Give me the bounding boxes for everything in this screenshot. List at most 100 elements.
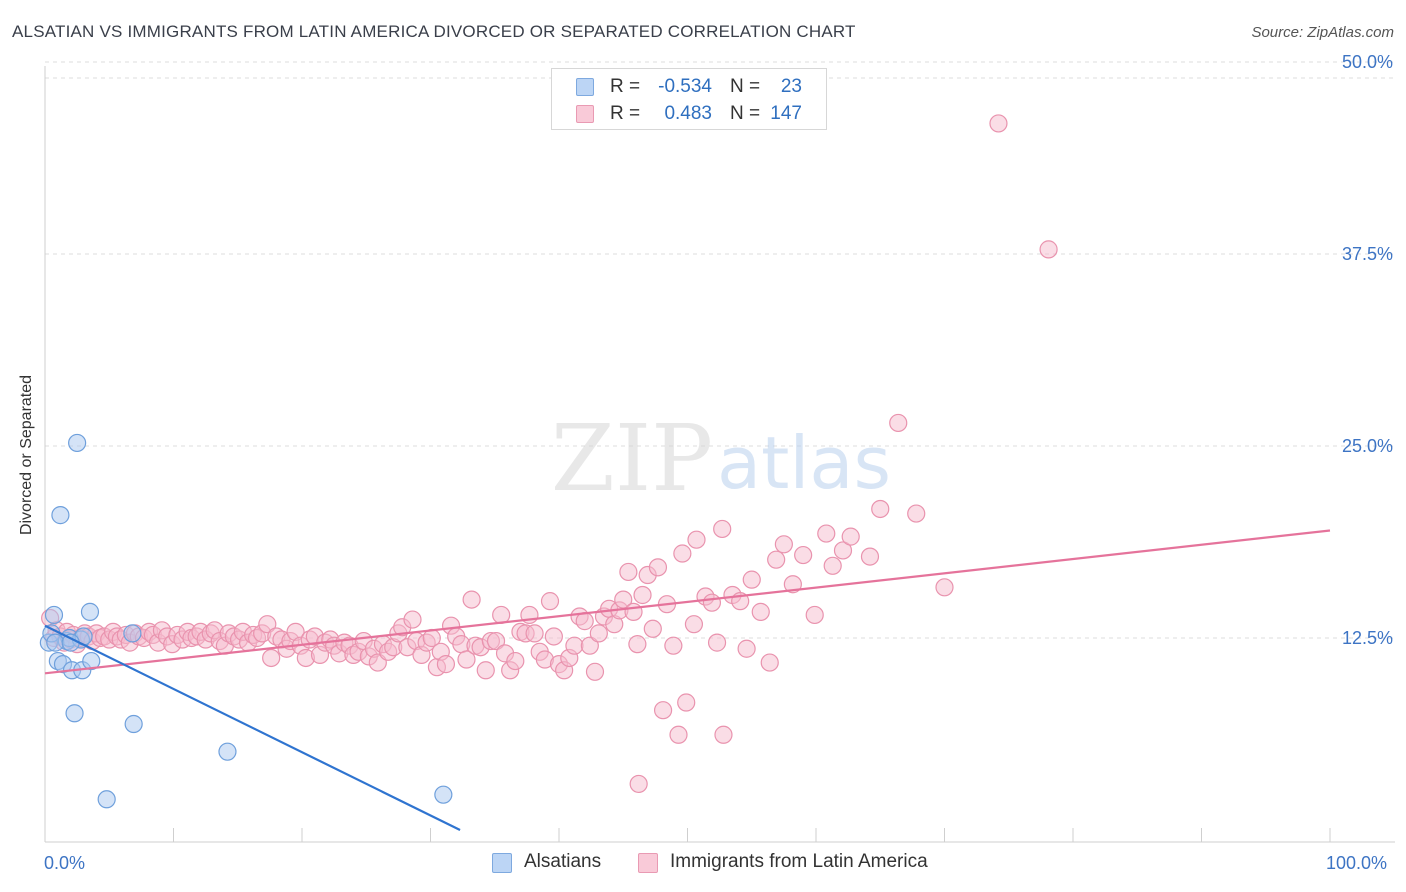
alsatians-point-9 bbox=[65, 704, 84, 723]
alsatians-point-20 bbox=[434, 785, 453, 804]
immigrants-point-134 bbox=[669, 725, 688, 744]
immigrants-point-164 bbox=[1039, 240, 1058, 259]
r-value: 0.483 bbox=[664, 103, 712, 124]
immigrants-point-152 bbox=[794, 545, 813, 565]
immigrants-point-156 bbox=[833, 541, 853, 560]
immigrants-point-166 bbox=[714, 725, 733, 744]
immigrants-point-105 bbox=[525, 624, 544, 643]
immigrants-point-91 bbox=[457, 650, 476, 669]
immigrants-point-117 bbox=[585, 662, 605, 681]
immigrants-point-80 bbox=[403, 610, 422, 629]
immigrants-point-115 bbox=[575, 612, 594, 631]
legend-swatch-blue bbox=[492, 853, 512, 873]
axes bbox=[44, 66, 1395, 843]
immigrants-point-153 bbox=[805, 605, 824, 625]
immigrants-point-87 bbox=[436, 655, 456, 674]
alsatians-point-18 bbox=[124, 714, 143, 734]
immigrants-point-159 bbox=[871, 499, 890, 519]
immigrants-point-149 bbox=[767, 550, 786, 569]
immigrants-point-148 bbox=[760, 653, 779, 672]
trend-lines bbox=[44, 529, 1331, 831]
n-label: N = bbox=[730, 103, 761, 124]
legend-swatch-pink bbox=[638, 853, 658, 873]
immigrants-point-142 bbox=[713, 519, 732, 539]
alsatians-point-15 bbox=[82, 651, 101, 671]
immigrants-point-162 bbox=[935, 578, 954, 597]
trend-line-alsatians bbox=[44, 624, 461, 831]
r-label: R = bbox=[610, 103, 641, 124]
alsatians-point-17 bbox=[123, 624, 142, 643]
immigrants-point-140 bbox=[702, 593, 722, 612]
n-value: 147 bbox=[770, 103, 802, 124]
watermark: ZIP atlas bbox=[551, 405, 891, 512]
immigrants-point-92 bbox=[462, 590, 481, 609]
immigrants-point-101 bbox=[506, 651, 525, 671]
immigrants-point-163 bbox=[989, 114, 1008, 133]
y-tick-label-2: 37.5% bbox=[1342, 244, 1393, 264]
r-label: R = bbox=[610, 76, 641, 97]
legend-label-immigrants: Immigrants from Latin America bbox=[670, 851, 928, 872]
immigrants-point-161 bbox=[907, 504, 926, 523]
immigrants-point-95 bbox=[476, 661, 495, 680]
n-label: N = bbox=[730, 76, 761, 97]
chart-title: ALSATIAN VS IMMIGRANTS FROM LATIN AMERIC… bbox=[12, 22, 856, 41]
source-label: Source: ZipAtlas.com bbox=[1251, 24, 1394, 41]
immigrants-point-126 bbox=[628, 635, 647, 654]
correlation-legend: R = -0.534 N = 23 R = 0.483 N = 147 bbox=[551, 68, 827, 130]
immigrants-point-135 bbox=[673, 544, 692, 563]
immigrants-point-155 bbox=[823, 556, 842, 575]
immigrants-point-137 bbox=[684, 615, 704, 634]
immigrants-point-51 bbox=[262, 648, 281, 668]
immigrants-point-136 bbox=[677, 693, 696, 712]
y-tick-label-1: 25.0% bbox=[1342, 436, 1393, 456]
watermark-atlas: atlas bbox=[717, 421, 891, 505]
gridlines bbox=[45, 61, 1395, 639]
immigrants-point-125 bbox=[624, 602, 643, 621]
immigrants-point-165 bbox=[629, 774, 648, 794]
immigrants-point-141 bbox=[707, 633, 727, 652]
n-value: 23 bbox=[780, 76, 802, 97]
immigrants-point-97 bbox=[486, 631, 506, 651]
immigrants-point-131 bbox=[653, 701, 673, 720]
y-tick-labels: 12.5% 25.0% 37.5% 50.0% bbox=[1342, 52, 1393, 648]
alsatians-point-13 bbox=[80, 602, 100, 621]
trend-line-immigrants bbox=[44, 529, 1331, 675]
alsatians-point-2 bbox=[44, 605, 64, 625]
alsatians-point-16 bbox=[97, 790, 116, 809]
series-alsatians-points bbox=[39, 433, 453, 809]
immigrants-point-124 bbox=[619, 562, 638, 582]
legend-label-alsatians: Alsatians bbox=[524, 851, 602, 872]
immigrants-point-138 bbox=[687, 530, 706, 549]
alsatians-point-19 bbox=[218, 742, 237, 761]
immigrants-point-129 bbox=[643, 619, 662, 638]
immigrants-point-147 bbox=[751, 602, 770, 621]
x-tick-label-max: 100.0% bbox=[1326, 853, 1388, 873]
legend-swatch-blue bbox=[576, 78, 594, 96]
r-value: -0.534 bbox=[658, 76, 712, 97]
immigrants-point-160 bbox=[889, 413, 908, 433]
immigrants-point-150 bbox=[774, 535, 793, 554]
immigrants-point-118 bbox=[589, 624, 608, 643]
legend-swatch-pink bbox=[576, 105, 594, 123]
immigrants-point-116 bbox=[580, 636, 599, 655]
immigrants-point-109 bbox=[544, 627, 563, 646]
immigrants-point-113 bbox=[565, 636, 584, 655]
alsatians-point-21 bbox=[46, 633, 65, 652]
series-immigrants-latin-america-points bbox=[41, 114, 1058, 794]
immigrants-point-50 bbox=[258, 615, 277, 634]
immigrants-point-158 bbox=[860, 547, 880, 566]
alsatians-point-10 bbox=[68, 433, 87, 453]
alsatians-point-4 bbox=[51, 506, 70, 525]
immigrants-point-133 bbox=[664, 636, 683, 655]
x-tick-label-min: 0.0% bbox=[44, 853, 86, 873]
y-tick-label-0: 12.5% bbox=[1342, 628, 1393, 648]
watermark-zip: ZIP bbox=[551, 405, 713, 512]
immigrants-point-127 bbox=[633, 585, 652, 605]
immigrants-point-108 bbox=[540, 592, 560, 611]
immigrants-point-146 bbox=[742, 570, 761, 589]
immigrants-point-154 bbox=[817, 524, 836, 543]
immigrants-point-157 bbox=[841, 527, 860, 546]
immigrants-point-145 bbox=[737, 639, 756, 658]
immigrants-point-130 bbox=[648, 558, 668, 577]
